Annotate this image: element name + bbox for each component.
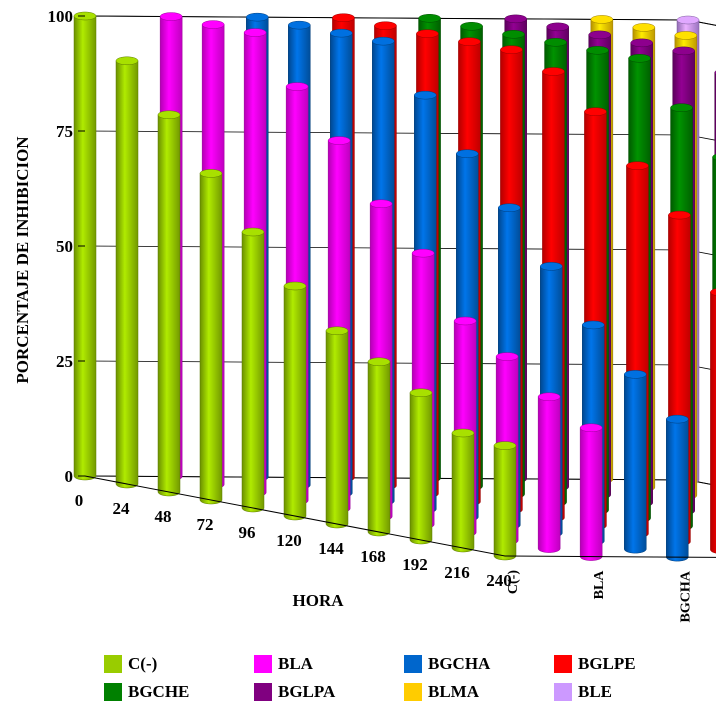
legend-label: BGLPE xyxy=(578,654,636,673)
legend-item: BGCHA xyxy=(404,650,554,678)
chart-3d-cylinder: 0 25 50 75 100 0 24 48 72 96 120 144 168 192 216 240 C… xyxy=(13,7,716,623)
x-tick-label: 96 xyxy=(239,523,256,542)
y-tick-label: 75 xyxy=(56,122,73,141)
legend-swatch xyxy=(254,655,272,673)
bar-BLA-240 xyxy=(579,423,603,561)
legend-label: C(-) xyxy=(128,654,158,673)
x-axis-title: HORA xyxy=(293,591,345,610)
legend-item: BLE xyxy=(554,678,704,706)
legend-swatch xyxy=(104,655,122,673)
chart-bars xyxy=(73,11,716,562)
bar-C(-)-240 xyxy=(493,441,517,561)
bar-C(-)-0 xyxy=(73,11,97,481)
x-tick-label: 144 xyxy=(318,539,344,558)
legend-swatch xyxy=(554,683,572,701)
legend-label: BGCHA xyxy=(428,654,491,673)
legend-swatch xyxy=(554,655,572,673)
y-axis-title: PORCENTAJE DE INHIBICION xyxy=(13,136,32,384)
legend-swatch xyxy=(104,683,122,701)
bar-BLA-216 xyxy=(537,392,561,553)
bar-BGCHA-240 xyxy=(666,414,689,562)
series-tick-label: C(-) xyxy=(506,570,521,594)
x-tick-label: 48 xyxy=(155,507,172,526)
legend-item: BGLPE xyxy=(554,650,704,678)
bar-C(-)-168 xyxy=(367,357,391,537)
chart-floor-edges xyxy=(84,475,716,558)
x-tick-label: 120 xyxy=(276,531,302,550)
legend-item: C(-) xyxy=(104,650,254,678)
x-tick-label: 168 xyxy=(360,547,386,566)
y-tick-label: 50 xyxy=(56,237,73,256)
x-tick-label: 240 xyxy=(486,571,512,590)
x-tick-label: 72 xyxy=(197,515,214,534)
bar-C(-)-120 xyxy=(283,281,307,521)
legend-item: BGLPA xyxy=(254,678,404,706)
x-tick-label: 24 xyxy=(113,499,131,518)
bar-C(-)-24 xyxy=(115,56,139,489)
legend-item: BLA xyxy=(254,650,404,678)
legend-item: BGCHE xyxy=(104,678,254,706)
series-tick-label: BGCHA xyxy=(678,570,693,622)
legend-swatch xyxy=(404,655,422,673)
bar-C(-)-144 xyxy=(325,326,349,529)
legend: C(-) BLA BGCHA BGLPE BGCHE BGLPA BLMA BLE xyxy=(104,650,704,710)
bar-C(-)-96 xyxy=(241,227,265,513)
bar-BGCHA-216 xyxy=(624,370,647,554)
y-axis-ticks: 0 25 50 75 100 xyxy=(48,7,85,486)
legend-swatch xyxy=(404,683,422,701)
y-tick-label: 25 xyxy=(56,352,73,371)
legend-label: BGCHE xyxy=(128,682,190,701)
legend-label: BGLPA xyxy=(278,682,336,701)
bar-BGLPE-216 xyxy=(710,288,716,554)
y-tick-label: 100 xyxy=(48,7,74,26)
x-tick-label: 192 xyxy=(402,555,428,574)
legend-label: BLMA xyxy=(428,682,479,701)
bar-C(-)-72 xyxy=(199,169,223,505)
legend-swatch xyxy=(254,683,272,701)
legend-label: BLA xyxy=(278,654,313,673)
bar-C(-)-216 xyxy=(451,428,475,553)
bar-C(-)-192 xyxy=(409,388,433,545)
x-tick-label: 0 xyxy=(75,491,84,510)
legend-item: BLMA xyxy=(404,678,554,706)
y-tick-label: 0 xyxy=(65,467,74,486)
x-tick-label: 216 xyxy=(444,563,470,582)
legend-label: BLE xyxy=(578,682,613,701)
series-tick-label: BLA xyxy=(592,570,607,600)
x-axis-ticks: 0 24 48 72 96 120 144 168 192 216 240 xyxy=(75,491,512,590)
floor-edge xyxy=(84,475,716,558)
bar-C(-)-48 xyxy=(157,110,181,497)
